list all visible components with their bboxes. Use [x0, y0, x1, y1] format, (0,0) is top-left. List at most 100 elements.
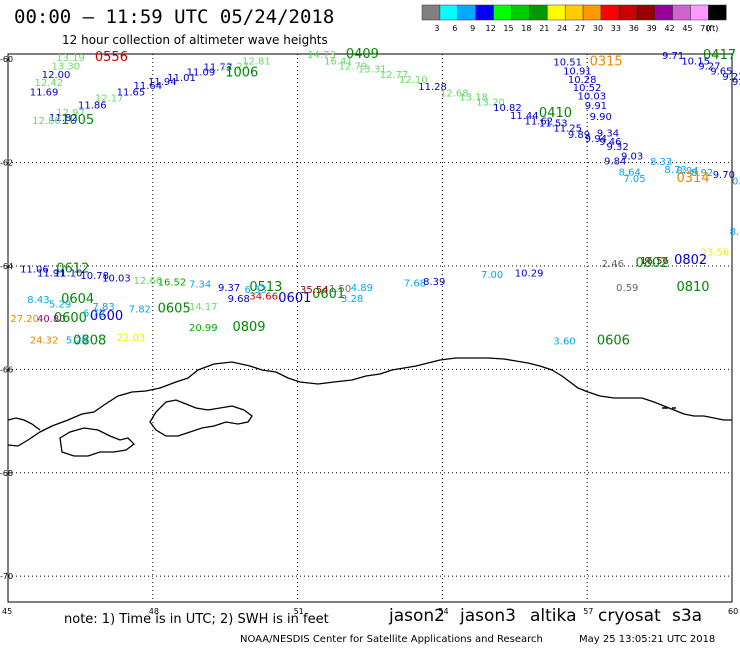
pass-time-label: 0556 [95, 50, 128, 65]
wave-height-label: 11.10 [54, 268, 83, 279]
scale-swatch [439, 4, 459, 21]
wave-height-label: 0.4 [732, 176, 740, 187]
wave-height-label: 14.73 [307, 50, 336, 61]
wave-height-label: 9.91 [585, 101, 607, 112]
wave-height-label: 0.59 [616, 283, 638, 294]
scale-label: 12 [486, 24, 496, 33]
wave-height-label: 11.94 [148, 77, 177, 88]
wave-height-label: 24.32 [30, 336, 59, 347]
wave-height-label: 11.65 [117, 87, 146, 98]
wave-height-label: 16.41 [324, 56, 353, 67]
wave-height-label: 9.34 [597, 129, 619, 140]
wave-height-label: 23.56 [701, 248, 730, 259]
wave-height-label: 8.43 [27, 295, 49, 306]
pass-time-label: 0606 [597, 334, 630, 349]
scale-label: 39 [647, 24, 657, 33]
wave-height-label: 9.27 [698, 62, 720, 73]
wave-height-label: 13.18 [459, 93, 488, 104]
altimeter-tracks: 13.19 055613.3012.0012.4211.6912.9711.821… [10, 47, 740, 348]
scale-label: 24 [557, 24, 567, 33]
pass-time-label: 0600 [90, 309, 123, 324]
pass-time-label: 0601 [312, 287, 345, 302]
scale-swatch [654, 4, 673, 21]
pass-time-label: 0417 [703, 48, 736, 63]
pass-time-label: 0808 [73, 334, 106, 349]
wave-height-label: 11.86 [78, 100, 107, 111]
wave-height-label: 13.31 [358, 65, 387, 76]
wave-height-label: 3.60 [553, 337, 575, 348]
lat-tick-label: -68 [0, 469, 13, 478]
scale-label: (ft) [706, 24, 718, 33]
wave-height-label: 11.82 [49, 113, 78, 124]
coastline [7, 357, 732, 447]
wave-height-label: 11.09 [187, 68, 216, 79]
wave-height-label: 9.89 [568, 130, 590, 141]
map-subtitle: 12 hour collection of altimeter wave hei… [62, 33, 328, 47]
wave-height-label: 35.54 [300, 285, 329, 296]
pass-time-label: 0409 [346, 47, 379, 62]
wave-height-label: 1.50 [329, 284, 351, 295]
lat-tick-label: -62 [0, 159, 13, 168]
wave-height-label: 9.32 [607, 142, 629, 153]
wave-height-label: 9.95 [732, 77, 740, 88]
wave-height-label: 9.37 [218, 283, 240, 294]
scale-swatch [672, 4, 691, 21]
wave-height-label: 11.69 [30, 87, 59, 98]
legend-jason3: jason3 [460, 606, 516, 626]
wave-height-label: 11.62 [524, 116, 553, 127]
wave-height-label: 10.51 [553, 57, 582, 68]
wave-height-label: 8.73 [664, 165, 686, 176]
pass-time-label: 0809 [232, 320, 265, 335]
scale-swatch [511, 4, 530, 21]
scale-label: 45 [682, 24, 692, 33]
scale-label: 42 [665, 24, 675, 33]
wave-height-label: 8.39 [423, 277, 445, 288]
wave-height-label: 11.25 [553, 124, 582, 135]
pass-time-label: 1005 [61, 113, 94, 128]
legend-jason2: jason2 [389, 606, 445, 626]
wave-height-label: 12.77 [380, 70, 409, 81]
pass-time-label: 0315 [590, 54, 623, 69]
scale-swatch [547, 4, 566, 21]
coastline-inlet [59, 427, 135, 457]
wave-height-label: 12.68 [440, 88, 469, 99]
scale-label: 6 [452, 24, 457, 33]
pass-time-label: 0605 [158, 301, 191, 316]
scale-label: 30 [593, 24, 603, 33]
wave-height-label: 10.15 [681, 56, 710, 67]
wave-height-label: 12.79 [339, 62, 368, 73]
wave-height-label: 12.10 [399, 75, 428, 86]
wave-height-label: 10.52 [573, 83, 602, 94]
wave-height-label: 34.66 [249, 292, 278, 303]
wave-height-label: 10.03 [102, 273, 131, 284]
pass-time-label: 0601 [278, 291, 311, 306]
wave-height-label: 4.89 [351, 283, 373, 294]
wave-height-label: 11.44 [510, 111, 539, 122]
wave-height-label: 11.01 [167, 73, 196, 84]
lon-tick-label: 54 [438, 607, 448, 616]
lat-tick-label: -64 [0, 262, 13, 271]
wave-height-label: 13.20 [476, 98, 505, 109]
wave-height-label: 2.46 [602, 259, 624, 270]
map-title: 00:00 – 11:59 UTC 05/24/2018 [14, 6, 335, 28]
scale-label: 70 [700, 24, 710, 33]
footer-credit: NOAA/NESDIS Center for Satellite Applica… [240, 634, 543, 645]
wave-height-label: 7.68 [404, 279, 426, 290]
wave-height-label: 6.33 [245, 285, 267, 296]
scale-label: 21 [539, 24, 549, 33]
axis-labels: -60 -62 -64 -66 -68 -70 45 48 51 54 57 60 [0, 55, 738, 616]
wave-height-label: 12.17 [95, 94, 124, 105]
wave-height-label: 12.42 [35, 78, 64, 89]
wave-height-label: 11.91 [37, 268, 66, 279]
wave-height-label: 9.90 [590, 112, 612, 123]
pass-time-label: 0604 [61, 292, 94, 307]
wave-height-label: 5.29 [49, 299, 71, 310]
scale-swatch [421, 4, 441, 21]
wave-height-label: 9.65 [710, 67, 732, 78]
footer-timestamp: May 25 13:05:21 UTC 2018 [579, 634, 716, 645]
legend-altika: altika [530, 606, 577, 626]
scale-swatch [475, 4, 494, 21]
wave-height-label: 13.30 [51, 62, 80, 73]
lat-tick-label: -70 [0, 572, 13, 581]
